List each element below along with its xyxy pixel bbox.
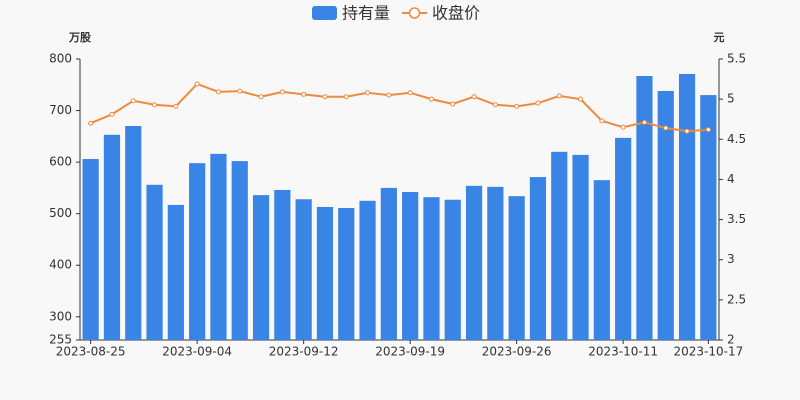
line-point [514, 103, 520, 109]
line-point [152, 102, 158, 108]
line-point [578, 96, 584, 102]
legend-label: 持有量 [342, 4, 390, 23]
bar [125, 126, 142, 340]
bar [402, 192, 419, 340]
line-point [194, 81, 200, 87]
y2-tick-label: 4 [727, 172, 735, 186]
bar [231, 161, 248, 340]
bar [274, 189, 291, 340]
bar [657, 90, 674, 340]
line-point [492, 102, 498, 108]
bar [487, 186, 504, 340]
y2-tick-label: 2 [727, 333, 735, 347]
line-point [365, 90, 371, 96]
line-point [684, 128, 690, 134]
x-tick-label: 2023-09-04 [162, 345, 232, 359]
line-point [663, 125, 669, 131]
y2-tick-label: 5.5 [727, 52, 746, 66]
y-axis-unit: 万股 [68, 31, 92, 44]
bar [529, 177, 547, 340]
bar [167, 204, 184, 340]
bar [508, 196, 525, 340]
y2-axis-unit: 元 [714, 31, 725, 44]
line-point [88, 120, 94, 126]
bar [316, 206, 334, 340]
line-point [130, 98, 136, 104]
x-tick-label: 2023-10-11 [588, 345, 658, 359]
y2-tick-label: 3.5 [727, 212, 746, 226]
line-point [407, 90, 413, 96]
line-point [173, 103, 179, 109]
y2-tick-label: 2.5 [727, 292, 746, 306]
bar [636, 76, 653, 340]
line-point [343, 94, 349, 100]
line-point [620, 124, 626, 130]
x-tick-label: 2023-09-19 [375, 345, 445, 359]
bar [572, 154, 589, 340]
y-tick-label: 300 [49, 309, 72, 323]
line-point [641, 119, 647, 125]
line-point [450, 101, 456, 107]
line-point [301, 91, 307, 97]
legend-swatch [312, 6, 337, 20]
x-tick-label: 2023-09-26 [482, 345, 552, 359]
bar [444, 199, 461, 340]
y-tick-label: 500 [49, 206, 72, 220]
bar [210, 153, 227, 340]
line-point [599, 118, 605, 124]
y2-tick-label: 4.5 [727, 132, 746, 146]
line-point [556, 93, 562, 99]
x-tick-label: 2023-10-17 [673, 345, 743, 359]
legend-swatch [408, 7, 421, 19]
bar [338, 208, 355, 340]
bar [252, 195, 270, 340]
y-tick-label: 400 [49, 258, 72, 272]
line-point [471, 94, 477, 100]
bar [678, 73, 696, 340]
bar [700, 95, 717, 341]
line-point [215, 89, 221, 95]
y-tick-label: 800 [49, 52, 72, 66]
line-point [386, 92, 392, 98]
y-tick-label: 700 [49, 103, 72, 117]
x-tick-label: 2023-09-12 [269, 345, 339, 359]
line-point [705, 127, 711, 133]
bar [465, 185, 483, 340]
line-point [322, 94, 328, 100]
bar [380, 187, 397, 340]
line-point [237, 88, 243, 94]
y-tick-label: 255 [49, 333, 72, 347]
y2-tick-label: 5 [727, 92, 735, 106]
bar [295, 199, 312, 340]
line-point [535, 100, 541, 106]
line-point [258, 94, 264, 100]
line-point [109, 111, 115, 117]
line [90, 82, 709, 133]
line-point [428, 96, 434, 102]
bar [615, 137, 632, 340]
bar [189, 163, 206, 340]
bar [103, 134, 121, 340]
bar [551, 151, 568, 340]
line-point [279, 89, 285, 95]
bar [146, 184, 163, 340]
bar [359, 200, 376, 340]
x-tick-label: 2023-08-25 [56, 345, 126, 359]
legend-label: 收盘价 [432, 4, 480, 23]
y2-tick-label: 3 [727, 252, 735, 266]
bar [82, 159, 99, 340]
bar [593, 180, 610, 340]
bar [423, 197, 440, 340]
y-tick-label: 600 [49, 155, 72, 169]
